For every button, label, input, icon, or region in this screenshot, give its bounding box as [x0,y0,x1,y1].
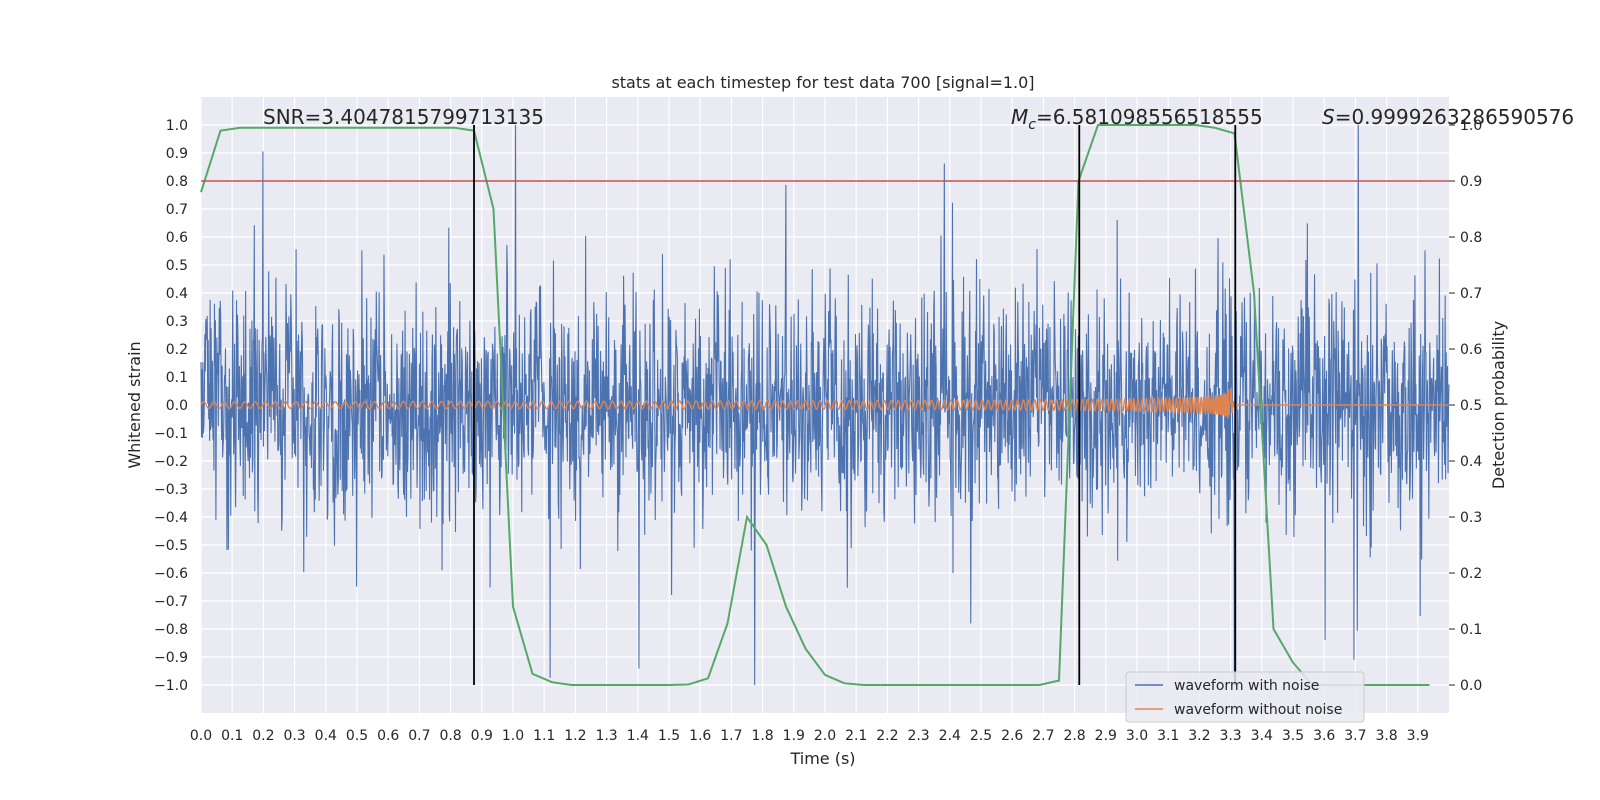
x-tick-label: 0.7 [408,728,430,744]
mc-symbol: M [1011,105,1028,129]
y-left-tick-label: 0.7 [166,202,188,218]
x-tick-label: 3.4 [1251,728,1273,744]
x-tick-label: 0.5 [346,728,368,744]
x-tick-label: 3.3 [1219,728,1241,744]
x-tick-label: 0.0 [190,728,212,744]
x-tick-label: 2.3 [907,728,929,744]
y-left-tick-label: −0.6 [154,566,188,582]
y-right-tick-label: 0.8 [1460,230,1482,246]
x-tick-label: 1.3 [595,728,617,744]
probability-line [200,124,1430,686]
s-annotation: S=0.9999263286590576 [1322,105,1574,129]
y-right-tick-label: 0.1 [1460,622,1482,638]
legend-label-noise: waveform with noise [1174,678,1319,694]
noise-line [200,124,1450,686]
y-left-tick-label: −0.3 [154,482,188,498]
x-tick-label: 3.7 [1344,728,1366,744]
y-right-tick-label: 0.6 [1460,342,1482,358]
y-right-tick-label: 1.0 [1460,118,1482,134]
x-tick-label: 0.6 [377,728,399,744]
y-left-tick-label: −0.8 [154,622,188,638]
x-axis-ticks: 0.0 0.1 0.2 0.3 0.4 0.5 0.6 0.7 0.8 0.9 1.0 1.1 1.2 1… [190,728,1429,744]
y-right-tick-label: 0.4 [1460,454,1482,470]
y-left-axis-ticks: 1.0 0.9 0.8 0.7 0.6 0.5 0.4 0.3 0.2 0.1 0.0 −0.1 −0.… [154,118,188,694]
x-tick-label: 3.9 [1407,728,1429,744]
x-tick-label: 1.2 [564,728,586,744]
x-tick-label: 2.4 [939,728,961,744]
y-left-tick-label: 0.8 [166,174,188,190]
legend: waveform with noise waveform without noi… [1125,671,1365,723]
s-value: =0.9999263286590576 [1335,105,1574,129]
x-tick-label: 1.8 [751,728,773,744]
y-right-tick-label: 0.0 [1460,678,1482,694]
x-tick-label: 1.5 [658,728,680,744]
x-tick-label: 2.2 [876,728,898,744]
y-left-tick-label: −1.0 [154,678,188,694]
y-left-tick-label: −0.4 [154,510,188,526]
y-left-tick-label: −0.2 [154,454,188,470]
y-right-tick-label: 0.7 [1460,286,1482,302]
y-right-axis-ticks: 1.0 0.9 0.8 0.7 0.6 0.5 0.4 0.3 0.2 0.1 0.0 [1449,118,1482,694]
y-right-tick-label: 0.3 [1460,510,1482,526]
x-tick-label: 0.8 [439,728,461,744]
y-right-tick-label: 0.2 [1460,566,1482,582]
x-tick-label: 0.4 [315,728,337,744]
y-left-tick-label: 0.9 [166,146,188,162]
x-tick-label: 0.3 [283,728,305,744]
mc-value: =6.581098556518555 [1036,105,1263,129]
y-left-tick-label: 0.1 [166,370,188,386]
x-tick-label: 2.6 [1001,728,1023,744]
x-tick-label: 1.9 [783,728,805,744]
x-tick-label: 0.9 [471,728,493,744]
y-left-axis-label: Whitened strain [125,341,144,468]
y-right-tick-label: 0.5 [1460,398,1482,414]
y-left-tick-label: 1.0 [166,118,188,134]
x-tick-label: 0.2 [252,728,274,744]
x-tick-label: 1.6 [689,728,711,744]
snr-annotation: SNR=3.4047815799713135 [263,105,544,129]
y-left-tick-label: −0.5 [154,538,188,554]
x-tick-label: 2.7 [1032,728,1054,744]
x-tick-label: 1.1 [533,728,555,744]
chart-title: stats at each timestep for test data 700… [611,73,1034,92]
x-tick-label: 3.0 [1126,728,1148,744]
x-tick-label: 1.7 [720,728,742,744]
x-tick-label: 3.6 [1313,728,1335,744]
legend-box [1125,671,1365,723]
y-left-tick-label: 0.4 [166,286,188,302]
x-tick-label: 3.5 [1282,728,1304,744]
y-right-axis-label: Detection probability [1489,321,1508,489]
y-left-tick-label: 0.0 [166,398,188,414]
y-left-tick-label: 0.3 [166,314,188,330]
x-axis-label: Time (s) [789,749,855,768]
y-left-tick-label: 0.2 [166,342,188,358]
mc-annotation: Mc=6.581098556518555 [1011,105,1263,133]
mc-subscript: c [1028,117,1036,133]
series-waveform-without-noise [200,387,1449,419]
s-symbol: S [1322,105,1335,129]
x-tick-label: 3.2 [1188,728,1210,744]
x-tick-label: 2.5 [970,728,992,744]
y-left-tick-label: 0.5 [166,258,188,274]
y-left-tick-label: −0.1 [154,426,188,442]
reference-lines [201,125,1449,685]
series-detection-probability [200,124,1430,686]
x-tick-label: 2.0 [814,728,836,744]
x-tick-label: 2.9 [1095,728,1117,744]
y-right-tick-label: 0.9 [1460,174,1482,190]
x-tick-label: 0.1 [221,728,243,744]
x-tick-label: 3.8 [1375,728,1397,744]
y-left-tick-label: 0.6 [166,230,188,246]
clean-line [200,387,1449,419]
y-left-tick-label: −0.7 [154,594,188,610]
y-left-tick-label: −0.9 [154,650,188,666]
series-waveform-with-noise [200,124,1450,686]
x-tick-label: 3.1 [1157,728,1179,744]
x-tick-label: 1.4 [627,728,649,744]
x-tick-label: 2.8 [1063,728,1085,744]
x-tick-label: 2.1 [845,728,867,744]
x-tick-label: 1.0 [502,728,524,744]
legend-label-clean: waveform without noise [1174,702,1342,718]
